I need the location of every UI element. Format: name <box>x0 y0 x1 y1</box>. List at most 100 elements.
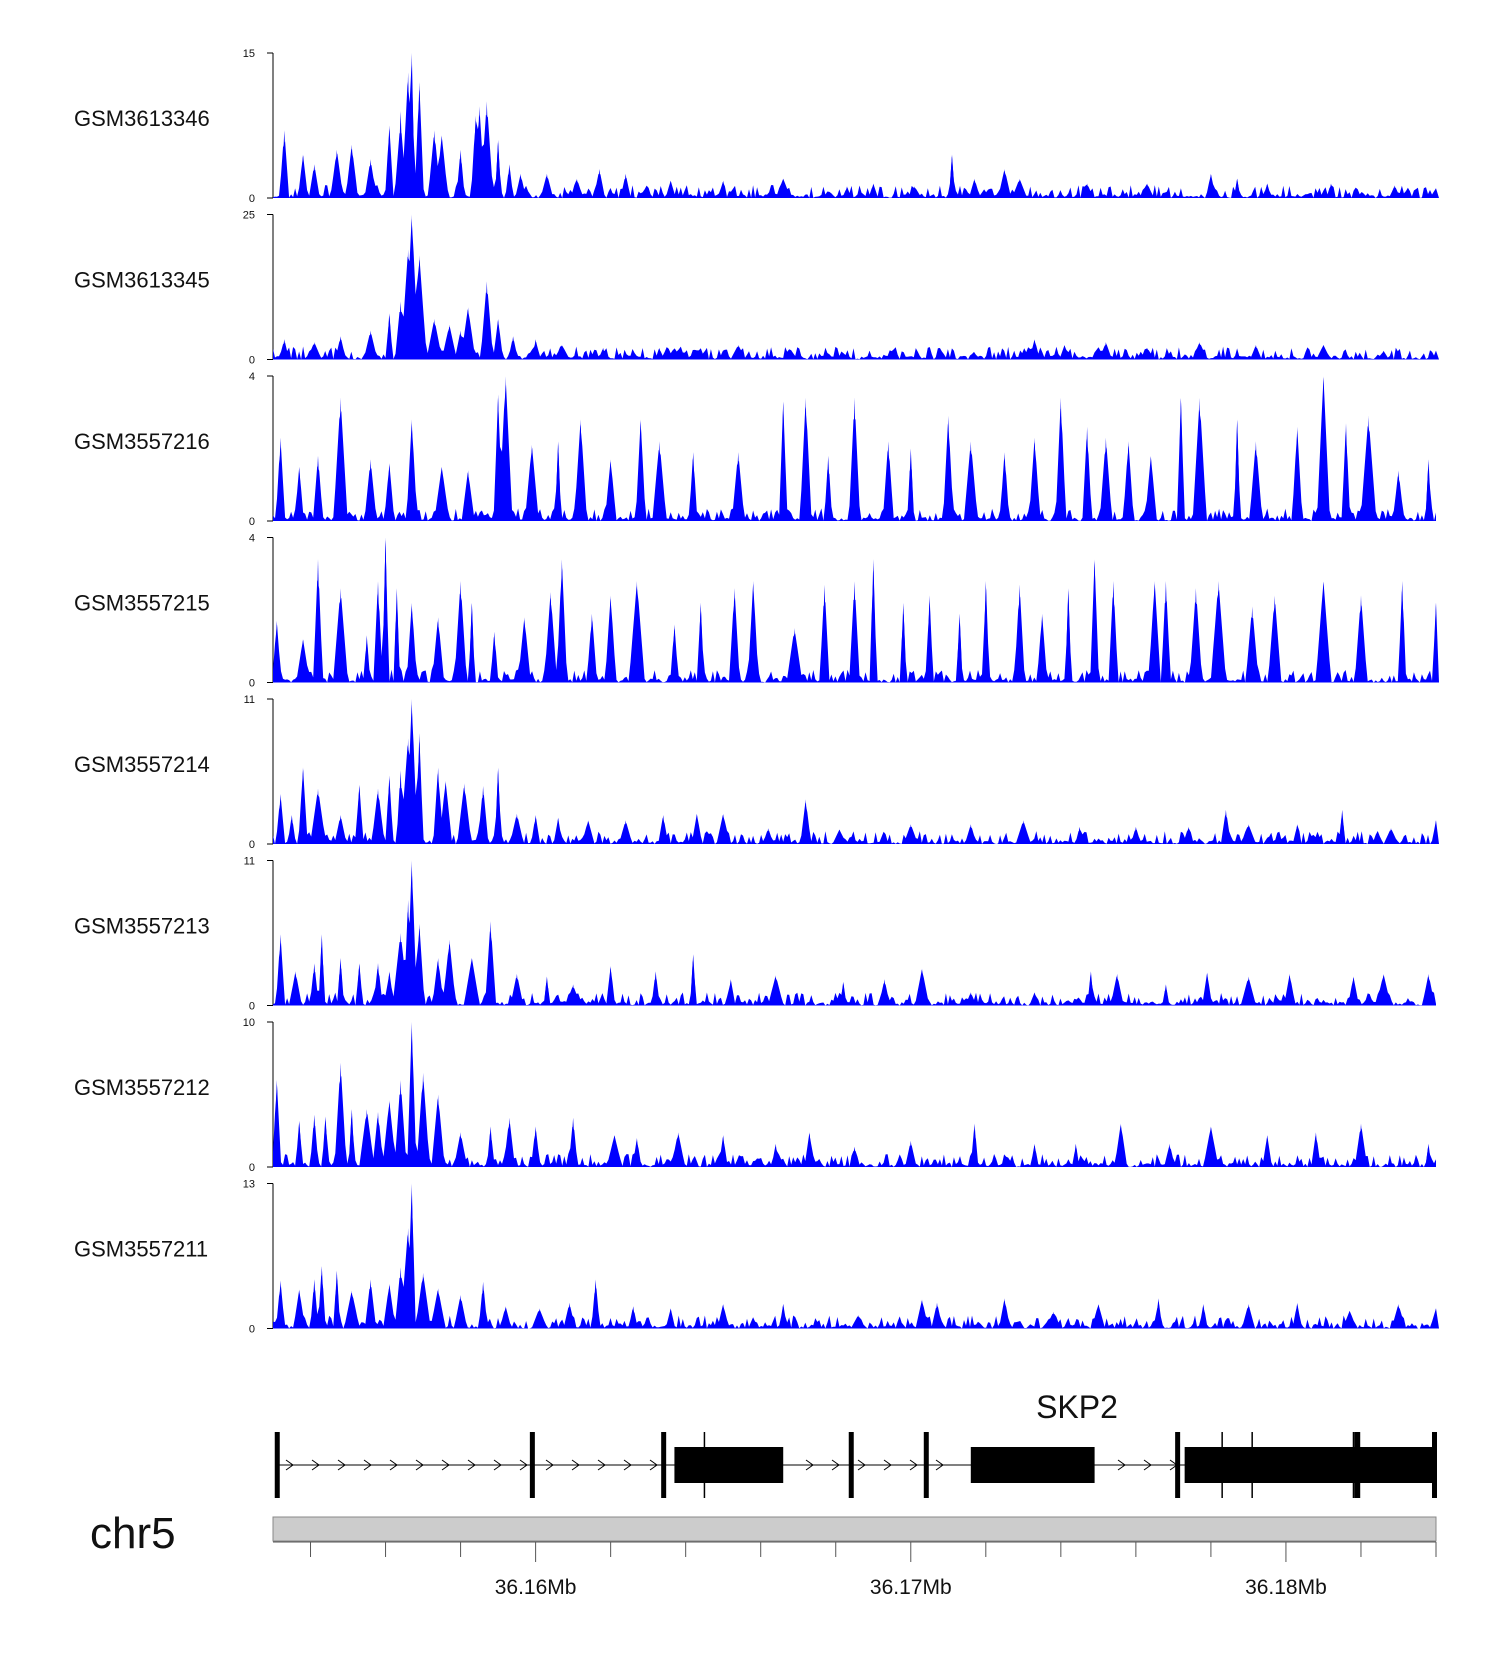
y-tick-label-min: 0 <box>249 1001 255 1013</box>
coverage-peak <box>907 448 914 521</box>
coverage-peak <box>536 1308 543 1329</box>
strand-arrow <box>285 1459 294 1471</box>
coverage-peak <box>292 971 299 1006</box>
coverage-peak <box>772 975 779 1006</box>
coverage-peak <box>397 111 404 198</box>
y-tick-label-min: 0 <box>249 1324 255 1336</box>
coverage-peak <box>690 350 697 360</box>
strand-arrow <box>519 1459 528 1471</box>
strand-arrow <box>545 1459 554 1471</box>
coverage-peak <box>311 963 318 1006</box>
coverage-peak <box>1196 397 1203 521</box>
coverage-peak <box>311 1114 318 1167</box>
coverage-peak <box>1286 973 1293 1006</box>
coverage-track: GSM3557216 4 0 <box>74 371 1436 528</box>
coverage-peak <box>1001 1298 1008 1329</box>
coverage-peak <box>416 82 423 198</box>
coverage-peak <box>1162 984 1169 1006</box>
coverage-peak <box>435 1094 442 1167</box>
coverage-area <box>273 1191 1436 1329</box>
coverage-peak <box>671 624 678 683</box>
coverage-peak <box>348 1109 355 1167</box>
coverage-peak <box>506 1117 513 1167</box>
strand-arrow <box>623 1459 632 1471</box>
coverage-peak <box>273 1080 280 1167</box>
coverage-peak <box>1245 1304 1252 1329</box>
strand-arrow <box>1143 1459 1152 1471</box>
coverage-peak <box>1294 426 1301 521</box>
y-tick-label-max: 4 <box>249 371 255 383</box>
coverage-peak <box>780 401 787 521</box>
coverage-peak <box>1144 183 1151 198</box>
coverage-peak <box>1343 423 1349 521</box>
coverage-peak <box>851 1146 858 1167</box>
coverage-peak <box>622 173 629 198</box>
coverage-peak <box>397 770 404 844</box>
coverage-peak <box>870 183 877 198</box>
coverage-peak <box>397 1080 404 1167</box>
coverage-peak <box>363 1109 370 1167</box>
coverage-peak <box>772 1143 779 1167</box>
coverage-peak <box>690 452 697 521</box>
coverage-peak <box>438 135 445 198</box>
coverage-peak <box>1084 183 1091 198</box>
coverage-peak <box>1031 992 1038 1006</box>
coverage-peak <box>468 958 475 1006</box>
gene-exon-coding <box>674 1447 784 1483</box>
coverage-peak <box>1294 1302 1301 1329</box>
coverage-peak <box>1057 397 1064 521</box>
coverage-peak <box>660 815 667 844</box>
coverage-track: GSM3557211 13 0 <box>74 1179 1439 1336</box>
coverage-peak <box>690 954 697 1006</box>
coverage-peak <box>446 324 453 360</box>
coverage-peak <box>558 559 565 683</box>
y-tick-label-max: 10 <box>243 1017 255 1029</box>
strand-arrow <box>909 1459 918 1471</box>
strand-arrow <box>337 1459 346 1471</box>
coverage-peak <box>900 602 907 683</box>
x-tick-label: 36.16Mb <box>495 1576 577 1599</box>
coverage-peak <box>693 813 700 844</box>
coverage-peak <box>506 164 513 198</box>
coverage-peak <box>311 1279 318 1329</box>
coverage-peak <box>375 963 381 1006</box>
gene-exon-boundary <box>1175 1432 1181 1498</box>
coverage-peak <box>633 1138 640 1167</box>
y-tick-label-max: 11 <box>244 856 255 868</box>
coverage-peak <box>836 829 843 844</box>
coverage-peak <box>408 53 415 198</box>
coverage-peak <box>1001 452 1008 521</box>
coverage-peak <box>431 130 438 198</box>
coverage-peak <box>611 1135 618 1167</box>
gene-exon-coding <box>1184 1447 1436 1483</box>
coverage-peak <box>1395 470 1402 521</box>
coverage-peak <box>1425 1143 1432 1167</box>
track-label: GSM3557211 <box>74 1237 208 1262</box>
coverage-peak <box>1076 826 1083 844</box>
coverage-peak <box>1207 1126 1214 1167</box>
coverage-peak <box>735 345 742 360</box>
coverage-peak <box>1016 584 1023 683</box>
track-label: GSM3557215 <box>74 591 210 616</box>
track-label: GSM3557213 <box>74 914 210 939</box>
coverage-peak <box>348 1290 355 1329</box>
coverage-peak <box>1433 350 1439 360</box>
coverage-peak <box>1091 559 1098 683</box>
coverage-peak <box>337 815 344 844</box>
coverage-peak <box>532 339 539 360</box>
coverage-peak <box>528 444 535 521</box>
coverage-peak <box>457 330 464 360</box>
coverage-peak <box>480 786 487 844</box>
coverage-peak <box>521 617 528 683</box>
strand-arrow <box>415 1459 424 1471</box>
coverage-peak <box>296 466 303 521</box>
coverage-peak <box>855 1315 862 1329</box>
coverage-peak <box>495 767 502 844</box>
coverage-peak <box>937 350 944 360</box>
coverage-peak <box>510 336 517 360</box>
coverage-peak <box>1271 595 1278 683</box>
coverage-peak <box>607 459 614 521</box>
coverage-peak <box>555 817 562 844</box>
coverage-peak <box>802 799 809 844</box>
coverage-peak <box>1016 178 1023 198</box>
